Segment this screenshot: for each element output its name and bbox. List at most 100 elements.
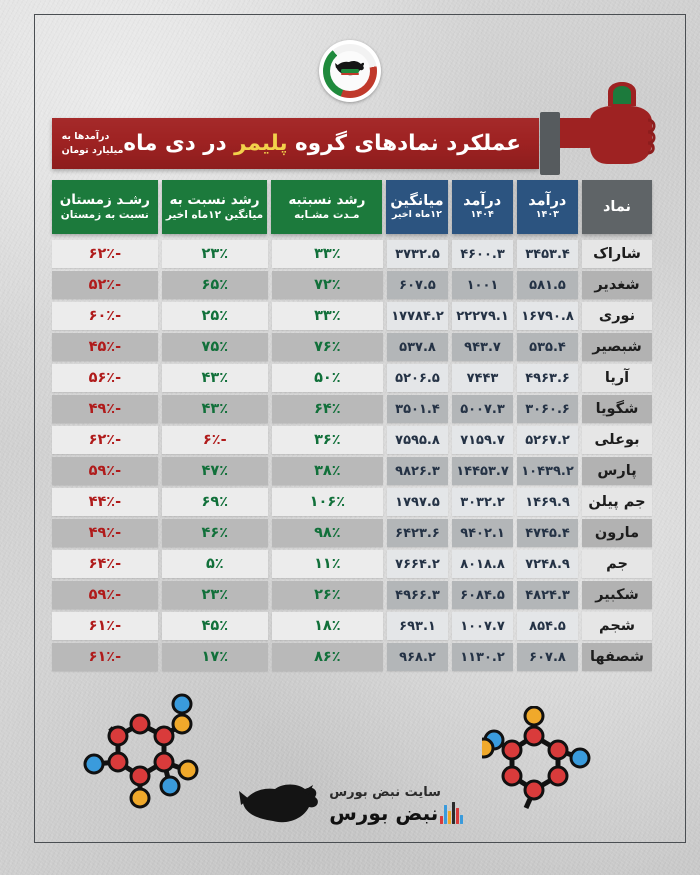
growth-same-period-cell: ۷۶٪ bbox=[271, 333, 383, 361]
growth-winter-cell: -۴۴٪ bbox=[51, 488, 158, 516]
symbol-cell: شاراک bbox=[582, 240, 652, 268]
avg-12m-cell: ۹۶۸.۲ bbox=[386, 643, 448, 671]
top-logo bbox=[319, 40, 381, 102]
polymer-molecule-icon-left bbox=[78, 692, 208, 816]
revenue-1403-cell: ۱۶۷۹۰.۸ bbox=[517, 302, 579, 330]
table-row: جم ۷۲۴۸.۹ ۸۰۱۸.۸ ۷۶۶۴.۲ ۱۱٪ ۵٪ -۶۴٪ bbox=[51, 550, 652, 578]
revenue-1403-cell: ۸۵۴.۵ bbox=[517, 612, 579, 640]
growth-vs-avg-cell: ۴۵٪ bbox=[161, 612, 268, 640]
thumbs-up-hand-icon bbox=[556, 80, 688, 184]
revenue-1404-cell: ۳۰۳۲.۲ bbox=[451, 488, 513, 516]
polymer-molecule-icon-right bbox=[473, 705, 602, 822]
revenue-1404-cell: ۹۴۳.۷ bbox=[451, 333, 513, 361]
symbol-cell: بوعلی bbox=[582, 426, 652, 454]
table-row: شغدیر ۵۸۱.۵ ۱۰۰۱ ۶۰۷.۵ ۷۲٪ ۶۵٪ -۵۲٪ bbox=[51, 271, 652, 299]
title-part-2: در دی ماه bbox=[123, 131, 235, 156]
table-header-cell: رشـد زمستان نسبت به زمستان bbox=[51, 180, 158, 234]
symbol-cell: شجم bbox=[582, 612, 652, 640]
revenue-1403-cell: ۴۸۲۴.۳ bbox=[517, 581, 579, 609]
growth-vs-avg-cell: ۴۳٪ bbox=[161, 395, 268, 423]
table-row: بوعلی ۵۲۶۷.۲ ۷۱۵۹.۷ ۷۵۹۵.۸ ۳۶٪ -۶٪ -۶۲٪ bbox=[51, 426, 652, 454]
growth-vs-avg-cell: ۵٪ bbox=[161, 550, 268, 578]
subtitle-line-2: میلیارد تومان bbox=[61, 144, 124, 156]
avg-12m-cell: ۵۲۰۶.۵ bbox=[386, 364, 448, 392]
growth-winter-cell: -۶۱٪ bbox=[51, 612, 158, 640]
avg-12m-cell: ۱۷۹۷.۵ bbox=[386, 488, 448, 516]
table-row: جم پیلن ۱۴۶۹.۹ ۳۰۳۲.۲ ۱۷۹۷.۵ ۱۰۶٪ ۶۹٪ -۴۴٪ bbox=[51, 488, 652, 516]
revenue-1403-cell: ۴۹۶۳.۶ bbox=[517, 364, 579, 392]
header-main-label: رشد نسبت به bbox=[169, 192, 260, 209]
revenue-1403-cell: ۵۲۶۷.۲ bbox=[517, 426, 579, 454]
revenue-1404-cell: ۱۴۴۵۳.۷ bbox=[451, 457, 513, 485]
growth-winter-cell: -۶۲٪ bbox=[51, 426, 158, 454]
banner-end-tab bbox=[540, 112, 560, 175]
table-header-cell: درآمد ۱۴۰۳ bbox=[516, 180, 578, 234]
table-row: شصفها ۶۰۷.۸ ۱۱۳۰.۲ ۹۶۸.۲ ۸۶٪ ۱۷٪ -۶۱٪ bbox=[51, 643, 652, 671]
avg-12m-cell: ۳۷۳۲.۵ bbox=[386, 240, 448, 268]
table-row: مارون ۴۷۴۵.۴ ۹۴۰۲.۱ ۶۴۲۳.۶ ۹۸٪ ۴۶٪ -۴۹٪ bbox=[51, 519, 652, 547]
revenue-1404-cell: ۶۰۸۴.۵ bbox=[451, 581, 513, 609]
avg-12m-cell: ۶۹۳.۱ bbox=[386, 612, 448, 640]
chart-bars-icon bbox=[440, 802, 463, 824]
growth-winter-cell: -۶۲٪ bbox=[51, 240, 158, 268]
symbol-cell: مارون bbox=[582, 519, 652, 547]
revenue-1404-cell: ۵۰۰۷.۳ bbox=[451, 395, 513, 423]
revenue-1404-cell: ۱۰۰۷.۷ bbox=[451, 612, 513, 640]
revenue-1403-cell: ۱۰۴۳۹.۲ bbox=[517, 457, 579, 485]
growth-vs-avg-cell: ۲۳٪ bbox=[161, 240, 268, 268]
footer-site-label: سایت نبض بورس bbox=[329, 785, 441, 800]
revenue-1403-cell: ۵۸۱.۵ bbox=[517, 271, 579, 299]
revenue-1404-cell: ۷۴۴۳ bbox=[451, 364, 513, 392]
revenue-1404-cell: ۷۱۵۹.۷ bbox=[451, 426, 513, 454]
header-sub-label: میانگین ۱۲ماه اخیر bbox=[165, 208, 264, 221]
table-header-cell: میانگین ۱۲ماه اخیر bbox=[386, 180, 448, 234]
table-row: شاراک ۳۴۵۳.۴ ۴۶۰۰.۳ ۳۷۳۲.۵ ۳۳٪ ۲۳٪ -۶۲٪ bbox=[51, 240, 652, 268]
symbol-cell: پارس bbox=[582, 457, 652, 485]
performance-table: نماد درآمد ۱۴۰۳ درآمد ۱۴۰۴ میانگین ۱۲ماه اخیر ر… bbox=[51, 180, 652, 671]
subtitle-line-1: درآمدها به bbox=[61, 130, 110, 142]
header-main-label: نماد bbox=[602, 198, 631, 215]
growth-same-period-cell: ۱۱٪ bbox=[271, 550, 383, 578]
footer-wordmark: نبض بورس bbox=[329, 801, 439, 825]
revenue-1403-cell: ۴۷۴۵.۴ bbox=[517, 519, 579, 547]
table-row: آریا ۴۹۶۳.۶ ۷۴۴۳ ۵۲۰۶.۵ ۵۰٪ ۴۳٪ -۵۶٪ bbox=[51, 364, 652, 392]
growth-vs-avg-cell: ۲۵٪ bbox=[161, 302, 268, 330]
avg-12m-cell: ۶۰۷.۵ bbox=[386, 271, 448, 299]
logo-flag-ring bbox=[323, 44, 377, 98]
growth-vs-avg-cell: ۶۹٪ bbox=[161, 488, 268, 516]
revenue-1404-cell: ۸۰۱۸.۸ bbox=[451, 550, 513, 578]
symbol-cell: آریا bbox=[582, 364, 652, 392]
growth-winter-cell: -۶۴٪ bbox=[51, 550, 158, 578]
footer-brand-texts: سایت نبض بورس نبض بورس bbox=[329, 785, 463, 825]
banner-subtitle: درآمدها به میلیارد تومان bbox=[58, 130, 124, 158]
symbol-cell: شصفها bbox=[582, 643, 652, 671]
header-sub-label: مـدت مشـابه bbox=[294, 208, 360, 221]
growth-vs-avg-cell: ۷۵٪ bbox=[161, 333, 268, 361]
table-row: شبصیر ۵۳۵.۴ ۹۴۳.۷ ۵۳۷.۸ ۷۶٪ ۷۵٪ -۴۵٪ bbox=[51, 333, 652, 361]
title-highlight: پلیمر bbox=[234, 131, 288, 156]
growth-winter-cell: -۴۵٪ bbox=[51, 333, 158, 361]
growth-same-period-cell: ۹۸٪ bbox=[271, 519, 383, 547]
avg-12m-cell: ۱۷۷۸۴.۲ bbox=[386, 302, 448, 330]
growth-winter-cell: -۴۹٪ bbox=[51, 519, 158, 547]
symbol-cell: شغدیر bbox=[582, 271, 652, 299]
avg-12m-cell: ۶۴۲۳.۶ bbox=[386, 519, 448, 547]
growth-vs-avg-cell: ۶۵٪ bbox=[161, 271, 268, 299]
table-header-row: نماد درآمد ۱۴۰۳ درآمد ۱۴۰۴ میانگین ۱۲ماه اخیر ر… bbox=[51, 180, 652, 234]
title-part-1: عملکرد نمادهای گروه bbox=[287, 131, 521, 156]
growth-vs-avg-cell: ۲۳٪ bbox=[161, 581, 268, 609]
header-main-label: درآمد bbox=[463, 193, 502, 210]
revenue-1404-cell: ۲۲۲۷۹.۱ bbox=[451, 302, 513, 330]
revenue-1404-cell: ۱۱۳۰.۲ bbox=[451, 643, 513, 671]
revenue-1403-cell: ۷۲۴۸.۹ bbox=[517, 550, 579, 578]
revenue-1403-cell: ۶۰۷.۸ bbox=[517, 643, 579, 671]
growth-same-period-cell: ۳۸٪ bbox=[271, 457, 383, 485]
symbol-cell: شگویا bbox=[582, 395, 652, 423]
header-main-label: درآمد bbox=[528, 193, 567, 210]
symbol-cell: نوری bbox=[582, 302, 652, 330]
table-header-cell: رشد نسبتبه مـدت مشـابه bbox=[271, 180, 383, 234]
growth-same-period-cell: ۶۴٪ bbox=[271, 395, 383, 423]
footer-branding: سایت نبض بورس نبض بورس bbox=[0, 781, 700, 829]
growth-winter-cell: -۵۹٪ bbox=[51, 457, 158, 485]
revenue-1403-cell: ۱۴۶۹.۹ bbox=[517, 488, 579, 516]
